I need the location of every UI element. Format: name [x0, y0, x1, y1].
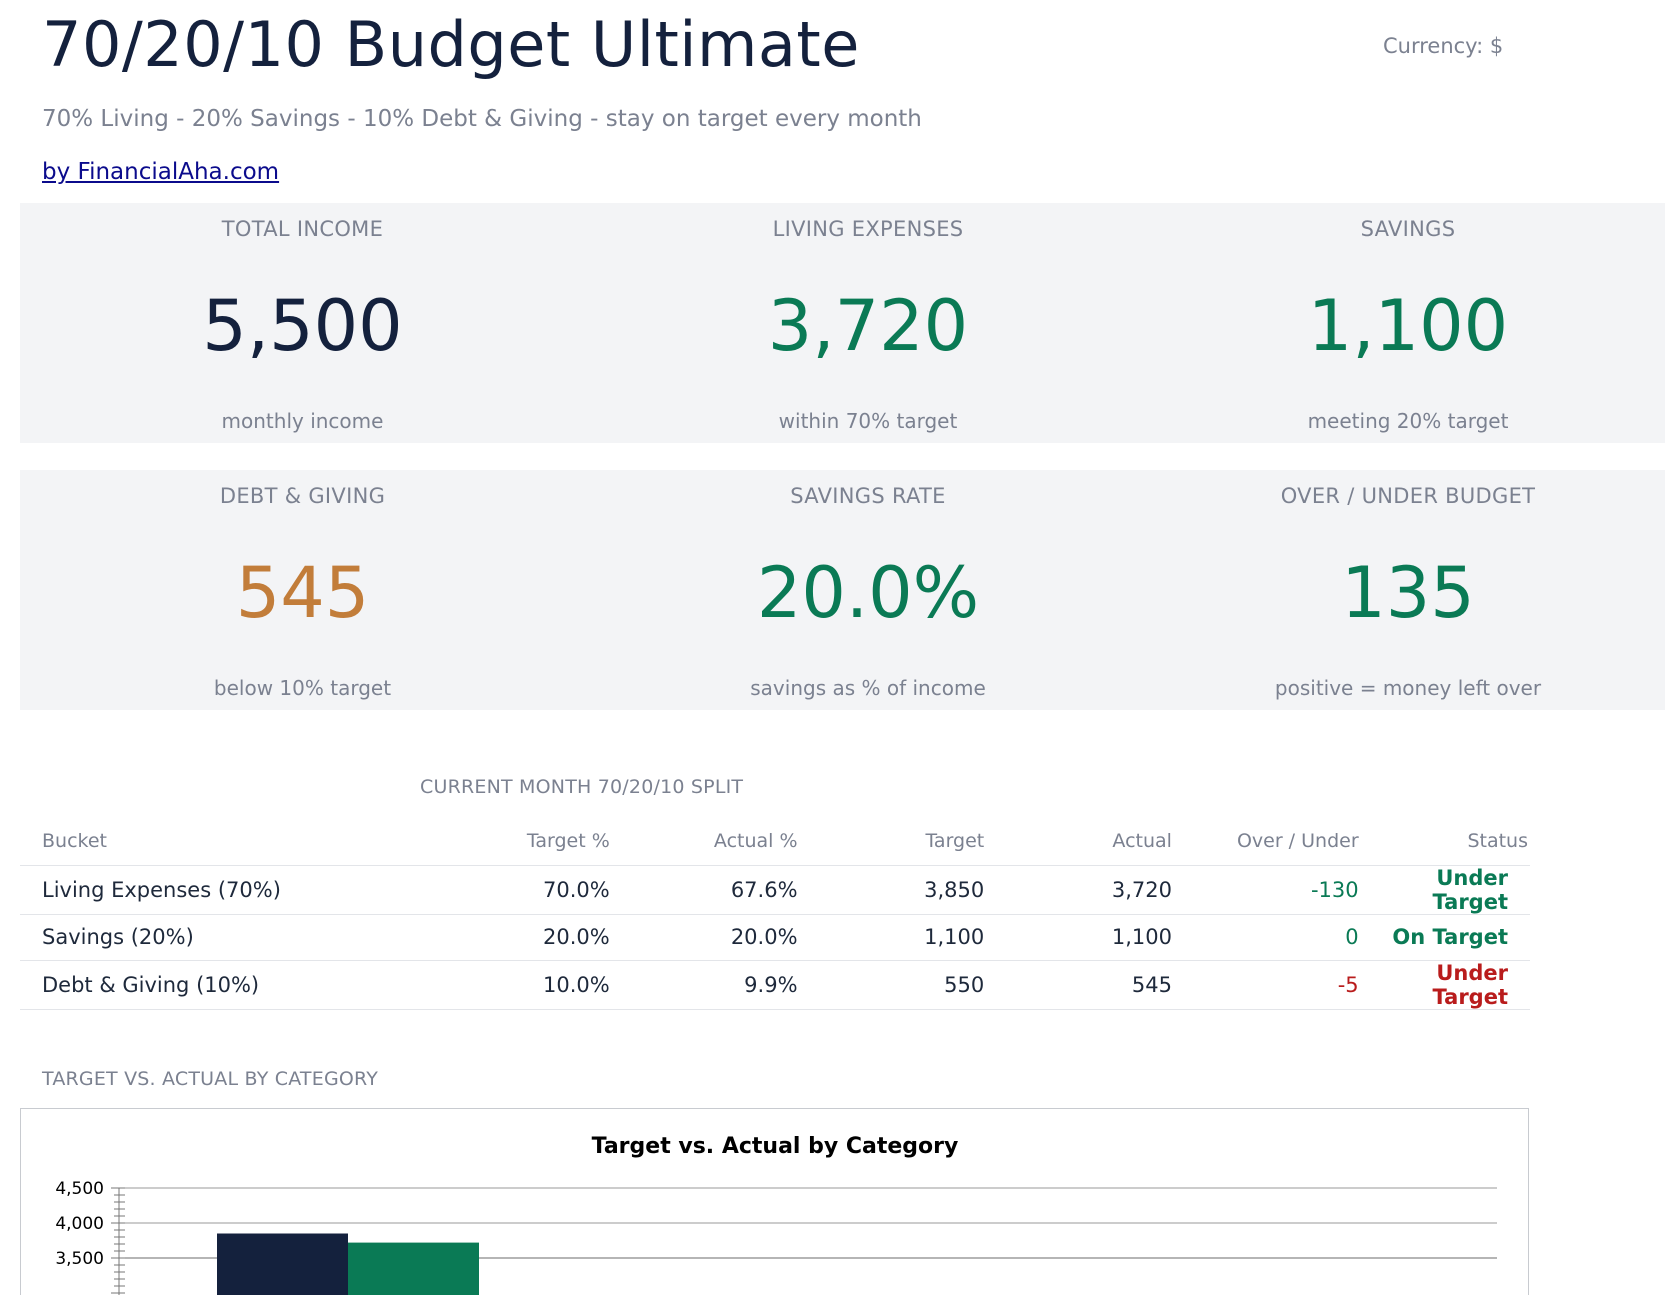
cell-actual: 545: [988, 960, 1176, 1010]
kpi-label: DEBT & GIVING: [219, 484, 386, 508]
kpi-value: 135: [1341, 552, 1475, 634]
kpi-savings: SAVINGS 1,100 meeting 20% target: [1151, 203, 1665, 443]
cell-bucket: Living Expenses (70%): [20, 865, 427, 915]
kpi-label: OVER / UNDER BUDGET: [1280, 484, 1536, 508]
col-status: Status: [1362, 817, 1530, 866]
col-target: Target: [801, 817, 989, 866]
currency-label: Currency: $: [1383, 34, 1504, 58]
split-table: Bucket Target % Actual % Target Actual O…: [20, 817, 1530, 1010]
cell-status: Under Target: [1362, 865, 1530, 915]
chart-bars: [217, 1233, 479, 1295]
cell-target: 1,100: [801, 914, 989, 961]
bar-actual: [348, 1242, 479, 1295]
kpi-over-under-budget: OVER / UNDER BUDGET 135 positive = money…: [1151, 470, 1665, 710]
kpi-caption: within 70% target: [778, 409, 958, 433]
chart-section-label: TARGET VS. ACTUAL BY CATEGORY: [42, 1068, 379, 1090]
table-row: Savings (20%) 20.0% 20.0% 1,100 1,100 0 …: [20, 914, 1530, 961]
y-tick-label: 4,000: [55, 1214, 104, 1234]
kpi-caption: savings as % of income: [750, 676, 986, 700]
bar-target: [217, 1233, 348, 1295]
cell-target: 3,850: [801, 865, 989, 915]
cell-actual-pct: 67.6%: [613, 865, 802, 915]
cell-over-under: -130: [1175, 865, 1363, 915]
kpi-debt-giving: DEBT & GIVING 545 below 10% target: [20, 470, 585, 710]
byline-link[interactable]: by FinancialAha.com: [42, 159, 280, 185]
cell-target: 550: [801, 960, 989, 1010]
target-vs-actual-chart: Target vs. Actual by Category 4,500 4,000…: [55, 1134, 1497, 1295]
table-header-row: Bucket Target % Actual % Target Actual O…: [20, 817, 1530, 866]
kpi-caption: positive = money left over: [1274, 676, 1542, 700]
kpi-label: TOTAL INCOME: [221, 217, 384, 241]
y-tick-label: 3,500: [55, 1249, 104, 1269]
page-subtitle: 70% Living - 20% Savings - 10% Debt & Gi…: [42, 106, 922, 132]
kpi-value: 545: [235, 552, 370, 634]
cell-target-pct: 10.0%: [426, 960, 614, 1010]
kpi-caption: monthly income: [221, 409, 384, 433]
kpi-value: 1,100: [1307, 285, 1509, 367]
col-actual-pct: Actual %: [613, 817, 802, 866]
cell-actual-pct: 20.0%: [613, 914, 802, 961]
kpi-value: 5,500: [202, 285, 403, 367]
cell-actual: 3,720: [988, 865, 1176, 915]
kpi-row-2: DEBT & GIVING 545 below 10% target SAVIN…: [20, 470, 1665, 710]
cell-bucket: Savings (20%): [20, 914, 427, 961]
cell-bucket: Debt & Giving (10%): [20, 960, 427, 1010]
kpi-value: 3,720: [767, 285, 969, 367]
kpi-label: SAVINGS: [1360, 217, 1456, 241]
col-bucket: Bucket: [20, 817, 427, 866]
col-target-pct: Target %: [426, 817, 614, 866]
kpi-label: SAVINGS RATE: [790, 484, 946, 508]
cell-actual: 1,100: [988, 914, 1176, 961]
cell-over-under: -5: [1175, 960, 1363, 1010]
chart-title: Target vs. Actual by Category: [592, 1134, 959, 1159]
col-over-under: Over / Under: [1175, 817, 1363, 866]
chart-container: Target vs. Actual by Category 4,500 4,000…: [20, 1108, 1529, 1295]
page-title: 70/20/10 Budget Ultimate: [42, 8, 860, 81]
cell-status: Under Target: [1362, 960, 1530, 1010]
table-row: Living Expenses (70%) 70.0% 67.6% 3,850 …: [20, 865, 1530, 915]
kpi-caption: below 10% target: [213, 676, 392, 700]
cell-status: On Target: [1362, 914, 1530, 961]
kpi-row-1: TOTAL INCOME 5,500 monthly income LIVING…: [20, 203, 1665, 443]
chart-y-axis: 4,500 4,000 3,500: [55, 1179, 125, 1295]
kpi-label: LIVING EXPENSES: [772, 217, 964, 241]
cell-target-pct: 70.0%: [426, 865, 614, 915]
split-section-label: CURRENT MONTH 70/20/10 SPLIT: [420, 776, 744, 798]
y-tick-label: 4,500: [55, 1179, 104, 1199]
kpi-caption: meeting 20% target: [1307, 409, 1509, 433]
cell-over-under: 0: [1175, 914, 1363, 961]
cell-actual-pct: 9.9%: [613, 960, 802, 1010]
table-row: Debt & Giving (10%) 10.0% 9.9% 550 545 -…: [20, 960, 1530, 1010]
col-actual: Actual: [988, 817, 1176, 866]
kpi-total-income: TOTAL INCOME 5,500 monthly income: [20, 203, 585, 443]
cell-target-pct: 20.0%: [426, 914, 614, 961]
kpi-value: 20.0%: [756, 552, 980, 634]
kpi-living-expenses: LIVING EXPENSES 3,720 within 70% target: [585, 203, 1151, 443]
kpi-savings-rate: SAVINGS RATE 20.0% savings as % of incom…: [585, 470, 1151, 710]
